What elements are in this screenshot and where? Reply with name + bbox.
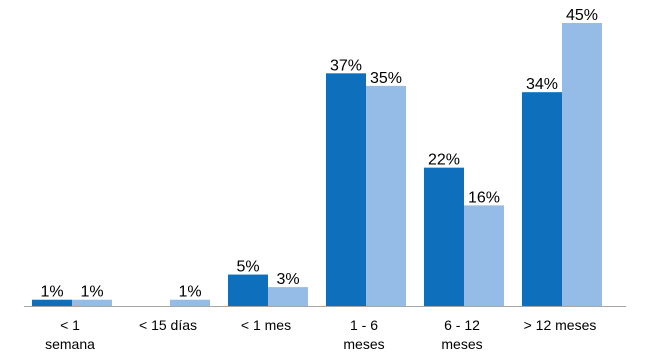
bar-series-2-cat-5 [464, 205, 504, 306]
bar-series-1-cat-4 [326, 73, 366, 306]
value-label-series-2-cat-5: 16% [468, 189, 500, 206]
x-tick-label-cat-4-line-1: 1 - 6 [350, 317, 378, 333]
bar-series-2-cat-6 [562, 23, 602, 306]
value-label-series-1-cat-4: 37% [330, 57, 362, 74]
bar-series-2-cat-1 [72, 299, 112, 306]
value-labels-layer: 1% 1% 1% 5% 3% 37% 35% 22% 16% 34% 45% [40, 7, 598, 301]
x-tick-label-cat-6-line-1: > 12 meses [524, 317, 597, 333]
x-tick-label-cat-5-line-1: 6 - 12 [444, 317, 480, 333]
bar-series-2-cat-4 [366, 85, 406, 306]
value-label-series-1-cat-5: 22% [428, 152, 460, 169]
bar-series-1-cat-5 [424, 167, 464, 306]
value-label-series-1-cat-1: 1% [40, 284, 63, 301]
value-label-series-2-cat-4: 35% [370, 70, 402, 87]
value-label-series-2-cat-2: 1% [178, 284, 201, 301]
value-label-series-2-cat-3: 3% [276, 271, 299, 288]
bar-series-2-cat-2 [170, 299, 210, 306]
bar-series-1-cat-1 [32, 299, 72, 306]
x-tick-label-cat-1-line-1: < 1 [60, 317, 80, 333]
value-label-series-1-cat-3: 5% [236, 259, 259, 276]
bar-series-1-cat-6 [522, 92, 562, 306]
value-label-series-2-cat-6: 45% [566, 7, 598, 24]
bar-series-1-cat-3 [228, 274, 268, 306]
bar-series-2-cat-3 [268, 287, 308, 306]
x-tick-label-cat-3-line-1: < 1 mes [241, 317, 291, 333]
bars-layer [32, 23, 602, 306]
value-label-series-2-cat-1: 1% [80, 284, 103, 301]
x-tick-label-cat-2-line-1: < 15 días [139, 317, 197, 333]
x-tick-labels-layer: < 1 semana < 15 días < 1 mes 1 - 6 meses 6 - 1… [45, 317, 596, 352]
x-tick-label-cat-5-line-2: meses [441, 336, 482, 352]
x-tick-label-cat-4-line-2: meses [343, 336, 384, 352]
value-label-series-1-cat-6: 34% [526, 76, 558, 93]
x-tick-label-cat-1-line-2: semana [45, 336, 95, 352]
